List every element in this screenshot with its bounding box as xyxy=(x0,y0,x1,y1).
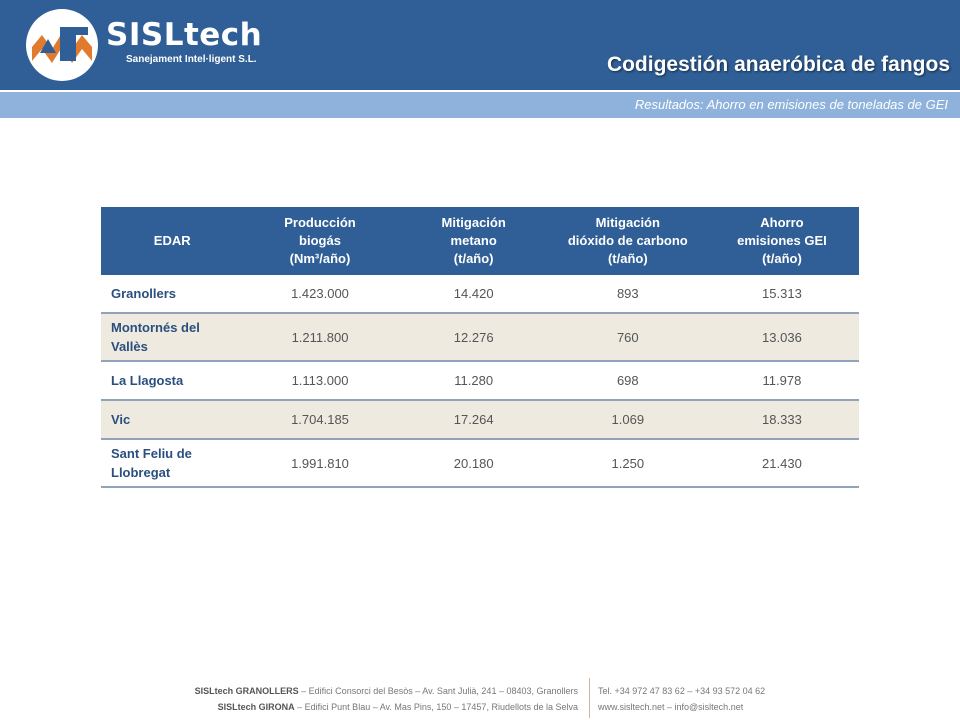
edar-name: Sant Feliu de xyxy=(111,446,192,461)
edar-name: La Llagosta xyxy=(111,373,184,388)
cell-metano: 12.276 xyxy=(396,313,551,362)
header-edar: EDAR xyxy=(101,207,244,275)
cell-biogas: 1.211.800 xyxy=(243,313,397,362)
table-row: Montornés del Vallès 1.211.800 12.276 760… xyxy=(101,313,859,362)
header-bar: SISLtech Sanejament Intel·ligent S.L. Co… xyxy=(0,0,960,90)
footer-contact: Tel. +34 972 47 83 62 – +34 93 572 04 62… xyxy=(598,683,765,715)
header-line: Ahorro xyxy=(760,215,804,230)
cell-metano: 11.280 xyxy=(396,361,551,401)
edar-name: Vallès xyxy=(111,339,148,354)
header-line: (t/año) xyxy=(453,251,494,266)
cell-ahorro: 21.430 xyxy=(704,439,859,488)
cell-edar: Montornés del Vallès xyxy=(101,313,244,362)
subtitle-band: Resultados: Ahorro en emisiones de tonel… xyxy=(0,92,960,118)
cell-co2: 893 xyxy=(550,275,705,314)
edar-name: Llobregat xyxy=(111,465,171,480)
cell-co2: 1.250 xyxy=(550,439,705,488)
cell-metano: 20.180 xyxy=(396,439,551,488)
footer-web-email[interactable]: www.sisltech.net – info@sisltech.net xyxy=(598,702,744,712)
office-name: SISLtech GIRONA xyxy=(217,702,295,712)
header-line: biogás xyxy=(299,233,341,248)
header-line: (t/año) xyxy=(607,251,648,266)
cell-ahorro: 11.978 xyxy=(704,361,859,401)
office-address: – Edifici Consorci del Besòs – Av. Sant … xyxy=(298,686,578,696)
table-header-row: EDAR Producción biogás (Nm³/año) Mitigac… xyxy=(101,207,859,275)
header-co2: Mitigación dióxido de carbono (t/año) xyxy=(550,207,705,275)
cell-ahorro: 18.333 xyxy=(704,400,859,440)
header-biogas: Producción biogás (Nm³/año) xyxy=(243,207,397,275)
header-line: emisiones GEI xyxy=(737,233,827,248)
header-metano: Mitigación metano (t/año) xyxy=(396,207,551,275)
edar-name: Montornés del xyxy=(111,320,200,335)
cell-biogas: 1.113.000 xyxy=(243,361,397,401)
footer-office-granollers: SISLtech GRANOLLERS – Edifici Consorci d… xyxy=(195,683,578,699)
cell-co2: 760 xyxy=(550,313,705,362)
cell-edar: La Llagosta xyxy=(101,361,244,401)
slide-subtitle: Resultados: Ahorro en emisiones de tonel… xyxy=(634,97,948,112)
footer-office-girona: SISLtech GIRONA – Edifici Punt Blau – Av… xyxy=(195,699,578,715)
header-line: Producción xyxy=(284,215,356,230)
results-table: EDAR Producción biogás (Nm³/año) Mitigac… xyxy=(101,207,859,488)
company-logo: SISLtech Sanejament Intel·ligent S.L. xyxy=(24,8,284,84)
header-ahorro: Ahorro emisiones GEI (t/año) xyxy=(704,207,859,275)
footer-phones: Tel. +34 972 47 83 62 – +34 93 572 04 62 xyxy=(598,686,766,696)
header-line: EDAR xyxy=(153,233,191,248)
cell-ahorro: 13.036 xyxy=(704,313,859,362)
cell-metano: 17.264 xyxy=(396,400,551,440)
table-row: La Llagosta 1.113.000 11.280 698 11.978 xyxy=(101,361,859,401)
cell-ahorro: 15.313 xyxy=(704,275,859,314)
edar-name: Granollers xyxy=(111,286,177,301)
table-row: Sant Feliu de Llobregat 1.991.810 20.180 … xyxy=(101,439,859,488)
office-name: SISLtech GRANOLLERS xyxy=(194,686,299,696)
office-address: – Edifici Punt Blau – Av. Mas Pins, 150 … xyxy=(294,702,578,712)
cell-metano: 14.420 xyxy=(396,275,551,314)
cell-edar: Vic xyxy=(101,400,244,440)
cell-edar: Sant Feliu de Llobregat xyxy=(101,439,244,488)
edar-name: Vic xyxy=(111,412,131,427)
footer-divider xyxy=(589,678,590,718)
brand-name: SISLtech xyxy=(106,17,263,53)
header-line: dióxido de carbono xyxy=(567,233,688,248)
slide-title: Codigestión anaeróbica de fangos xyxy=(606,53,950,76)
cell-biogas: 1.423.000 xyxy=(243,275,397,314)
cell-biogas: 1.704.185 xyxy=(243,400,397,440)
table-row: Granollers 1.423.000 14.420 893 15.313 xyxy=(101,275,859,314)
header-line: Mitigación xyxy=(441,215,506,230)
cell-co2: 1.069 xyxy=(550,400,705,440)
table-row: Vic 1.704.185 17.264 1.069 18.333 xyxy=(101,400,859,440)
cell-biogas: 1.991.810 xyxy=(243,439,397,488)
footer-addresses: SISLtech GRANOLLERS – Edifici Consorci d… xyxy=(195,683,578,715)
cell-co2: 698 xyxy=(550,361,705,401)
header-line: (t/año) xyxy=(762,251,802,266)
logo-emblem xyxy=(26,9,98,81)
header-line: metano xyxy=(450,233,497,248)
header-line: (Nm³/año) xyxy=(289,251,351,266)
brand-subtitle: Sanejament Intel·ligent S.L. xyxy=(126,54,257,65)
cell-edar: Granollers xyxy=(101,275,244,314)
header-line: Mitigación xyxy=(595,215,660,230)
